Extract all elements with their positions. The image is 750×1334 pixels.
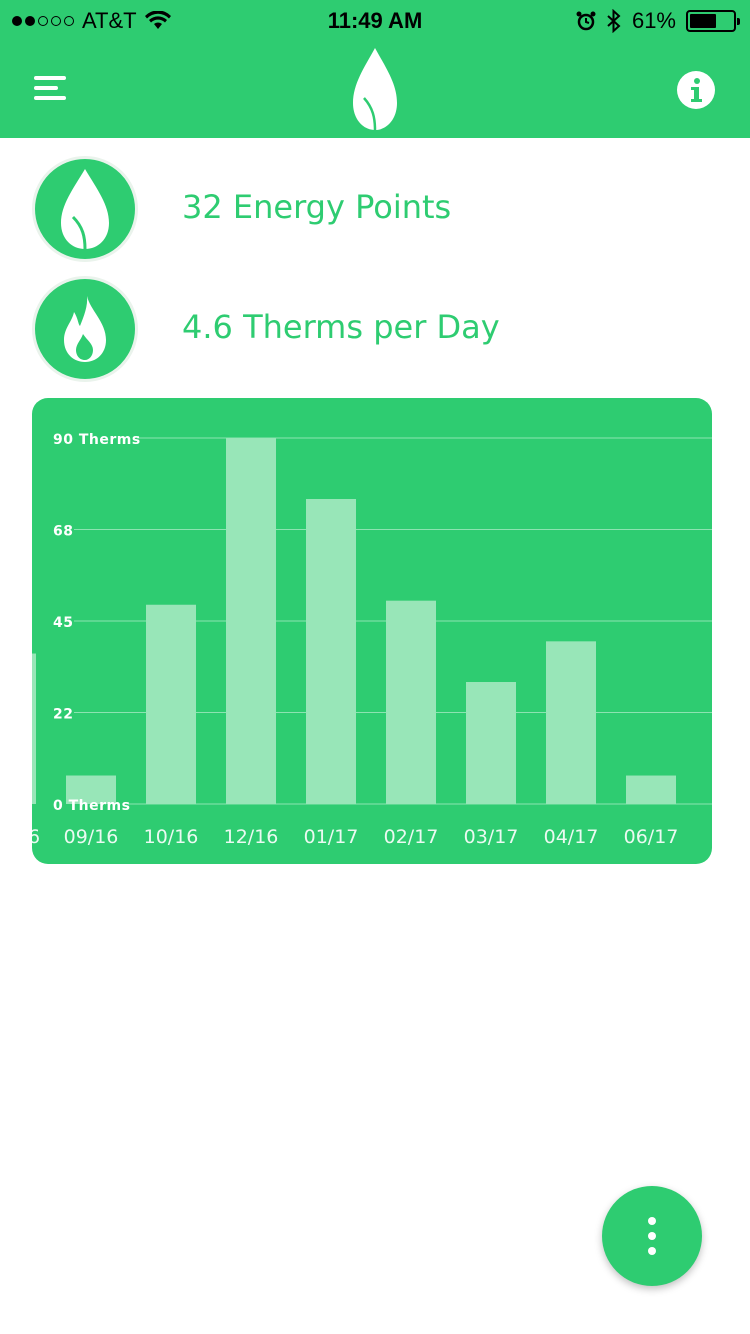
chart-bar (386, 601, 436, 804)
chart-bar (226, 438, 276, 804)
info-icon[interactable] (676, 70, 716, 110)
chart-bar (146, 605, 196, 804)
more-dot-icon (648, 1217, 656, 1225)
therms-per-day-label: 4.6 Therms per Day (182, 308, 500, 346)
battery-percent: 61% (632, 8, 676, 34)
therms-row: 4.6 Therms per Day (32, 276, 722, 382)
chart-bar (306, 499, 356, 804)
x-tick-label: 01/17 (304, 826, 359, 848)
leaf-logo-icon (350, 46, 400, 132)
y-tick-label: 0 Therms (53, 798, 130, 814)
status-right: 61% (576, 8, 736, 34)
alarm-icon (576, 11, 596, 31)
y-tick-label: 22 (53, 707, 73, 723)
y-tick-label: 68 (53, 524, 73, 540)
x-tick-label: 12/16 (224, 826, 279, 848)
battery-icon (686, 10, 736, 32)
x-tick-label: 6 (32, 826, 40, 848)
nav-bar (0, 40, 750, 138)
x-tick-label: 10/16 (144, 826, 199, 848)
x-tick-label: 02/17 (384, 826, 439, 848)
usage-chart: 6 09/16 10/16 12/16 01/17 02/17 03/17 04/17 06/1… (32, 398, 712, 864)
energy-points-row: 32 Energy Points (32, 156, 722, 262)
x-tick-label: 04/17 (544, 826, 599, 848)
flame-icon (32, 276, 138, 382)
chart-bar (546, 641, 596, 804)
more-dot-icon (648, 1232, 656, 1240)
chart-bar (626, 776, 676, 804)
more-dot-icon (648, 1247, 656, 1255)
leaf-badge-icon (32, 156, 138, 262)
usage-chart-svg: 6 09/16 10/16 12/16 01/17 02/17 03/17 04/17 06/1… (32, 398, 712, 864)
y-tick-label: 90 Therms (53, 432, 141, 448)
status-bar: AT&T 11:49 AM 61% (0, 0, 750, 40)
x-tick-label: 03/17 (464, 826, 519, 848)
chart-bar (466, 682, 516, 804)
energy-points-label: 32 Energy Points (182, 188, 451, 226)
hamburger-menu-icon[interactable] (34, 74, 74, 104)
chart-bar (32, 654, 36, 804)
x-tick-label: 06/17 (624, 826, 679, 848)
more-options-button[interactable] (602, 1186, 702, 1286)
bluetooth-icon (606, 9, 622, 33)
y-tick-label: 45 (53, 615, 73, 631)
x-tick-label: 09/16 (64, 826, 119, 848)
